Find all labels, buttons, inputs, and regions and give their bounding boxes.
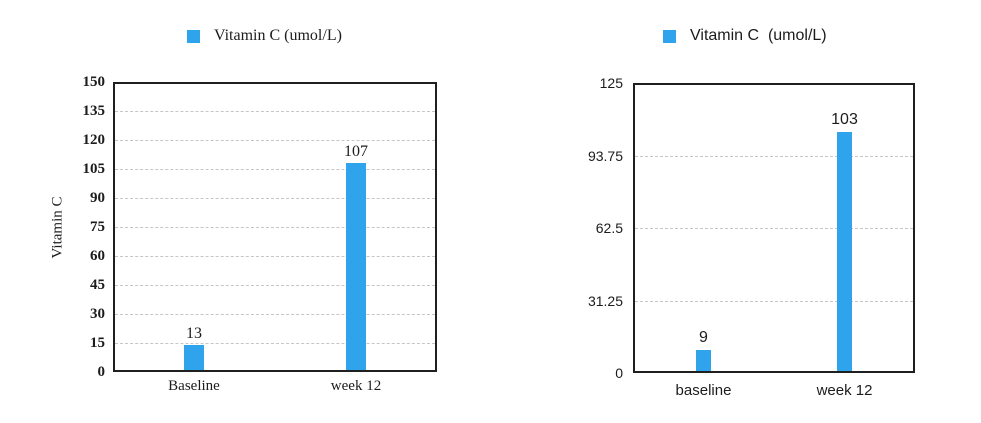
x-category-label: week 12: [816, 382, 873, 399]
bar-value-label: 13: [186, 324, 202, 342]
y-tick-label: 93.75: [587, 147, 623, 164]
y-tick-label: 0: [97, 364, 106, 380]
y-tick-label: 150: [82, 74, 106, 90]
gridline: [635, 228, 913, 229]
y-tick-label: 45: [90, 277, 105, 293]
gridline: [635, 301, 913, 302]
plot-area: [113, 82, 437, 372]
y-axis-title: Vitamin C: [49, 196, 66, 259]
gridline: [115, 343, 435, 344]
x-category-label: baseline: [675, 382, 732, 399]
legend-label: Vitamin C (umol/L): [214, 27, 342, 44]
gridline: [115, 140, 435, 141]
legend-label: Vitamin C (umol/L): [690, 27, 827, 44]
x-category-label: week 12: [330, 378, 382, 394]
bar-baseline: [696, 350, 711, 371]
legend: Vitamin C (umol/L): [663, 28, 827, 44]
bar-value-label: 107: [344, 143, 368, 161]
y-tick-label: 15: [90, 335, 105, 351]
gridline: [115, 256, 435, 257]
plot-area: [633, 83, 915, 373]
bar-value-label: 103: [831, 111, 858, 129]
y-tick-label: 75: [90, 219, 105, 235]
bar-week-12: [837, 132, 852, 371]
legend-swatch-icon: [663, 29, 676, 43]
gridline: [115, 198, 435, 199]
gridline: [635, 156, 913, 157]
y-tick-label: 0: [615, 365, 623, 381]
bar-week-12: [346, 163, 366, 370]
bar-value-label: 9: [699, 329, 708, 347]
legend-swatch-icon: [187, 29, 200, 43]
gridline: [115, 169, 435, 170]
y-tick-label: 30: [90, 306, 105, 322]
legend: Vitamin C (umol/L): [187, 28, 342, 44]
y-tick-label: 31.25: [587, 292, 623, 309]
y-tick-label: 125: [599, 75, 623, 91]
y-tick-label: 62.5: [595, 220, 623, 236]
y-tick-label: 135: [82, 103, 106, 119]
y-tick-label: 120: [82, 132, 106, 148]
gridline: [115, 227, 435, 228]
y-tick-label: 105: [82, 161, 106, 177]
bar-baseline: [184, 344, 204, 370]
y-tick-label: 90: [90, 190, 105, 206]
x-category-label: Baseline: [168, 378, 220, 394]
gridline: [115, 314, 435, 315]
gridline: [115, 285, 435, 286]
gridline: [115, 111, 435, 112]
y-tick-label: 60: [90, 248, 105, 264]
